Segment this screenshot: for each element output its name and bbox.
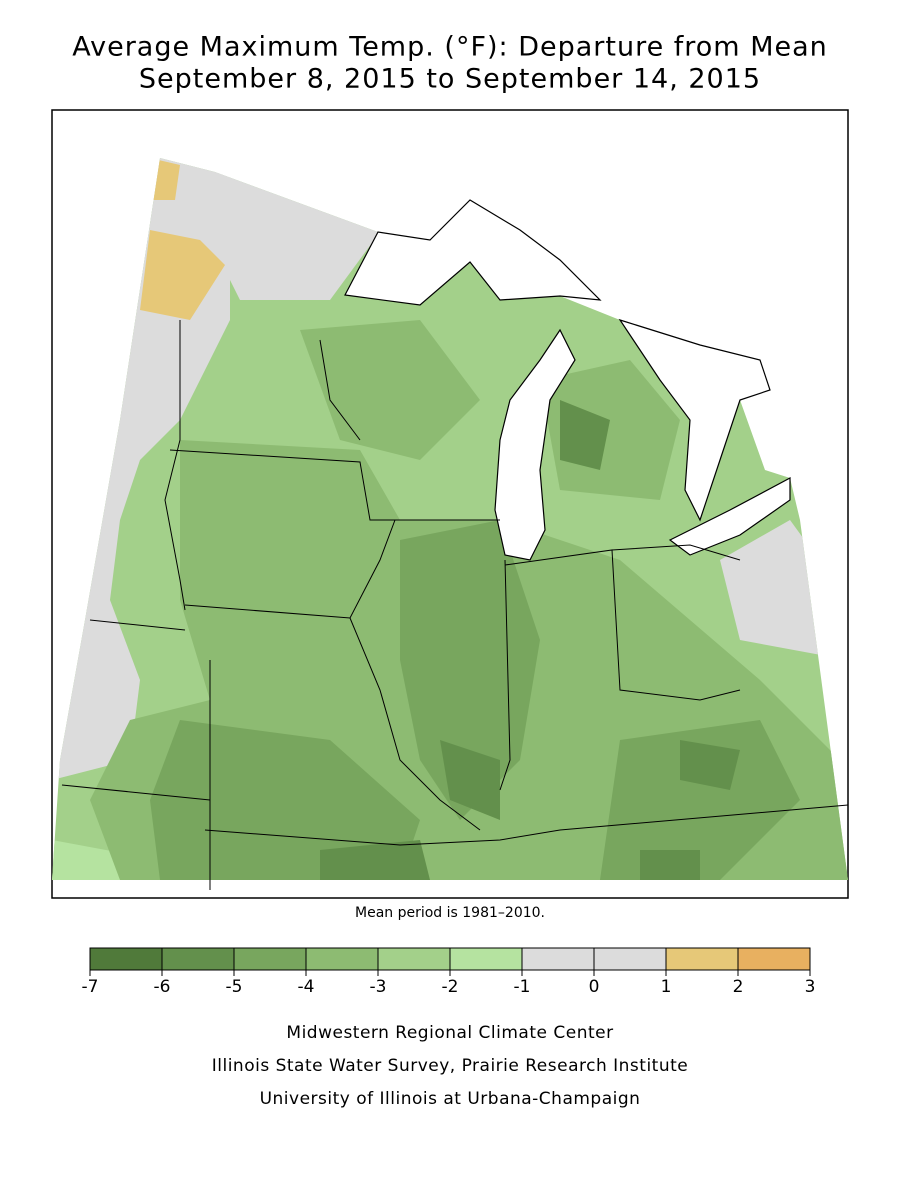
border	[499, 559, 511, 791]
field-zone	[560, 400, 610, 470]
legend-tick-label: -7	[82, 977, 99, 997]
legend-tick-label: -3	[370, 977, 387, 997]
credit-line: Midwestern Regional Climate Center	[286, 1023, 613, 1043]
legend-tick-label: -2	[442, 977, 459, 997]
legend-tick-label: 3	[805, 977, 816, 997]
credit-line: Illinois State Water Survey, Prairie Res…	[212, 1056, 688, 1076]
border	[204, 804, 849, 846]
color-legend: -7 -6 -5 -4 -3 -2 -1 0 1 2 3	[82, 947, 816, 997]
state-borders	[61, 320, 849, 890]
legend-bin	[593, 947, 667, 971]
legend-bin	[161, 947, 235, 971]
lake-huron	[618, 318, 771, 522]
legend-tick-label: -4	[298, 977, 315, 997]
legend-bin	[737, 947, 811, 971]
field-zone	[320, 840, 430, 880]
lake-superior	[344, 199, 602, 306]
mean-period-note: Mean period is 1981–2010.	[355, 905, 545, 921]
lake-michigan	[494, 328, 576, 561]
field-zone	[215, 170, 380, 300]
field-zone	[440, 740, 500, 820]
legend-bin	[665, 947, 739, 971]
border	[184, 519, 396, 619]
field-zone	[640, 850, 700, 880]
field-zone	[680, 740, 740, 790]
title-line: Average Maximum Temp. (°F): Departure fr…	[72, 32, 828, 63]
credit-line: University of Illinois at Urbana-Champai…	[260, 1089, 641, 1109]
border	[89, 619, 186, 631]
border	[504, 549, 741, 701]
border	[164, 320, 186, 611]
legend-tick-label: -5	[226, 977, 243, 997]
title-line: September 8, 2015 to September 14, 2015	[139, 64, 761, 95]
lakes	[344, 199, 791, 561]
legend-tick-label: 1	[661, 977, 672, 997]
field-zone	[540, 360, 680, 500]
legend-tick-label: -6	[154, 977, 171, 997]
legend-tick-label: 0	[589, 977, 600, 997]
border	[319, 339, 361, 441]
field-zone	[400, 520, 540, 820]
lake-erie	[668, 477, 791, 556]
legend-bin	[233, 947, 307, 971]
border	[169, 449, 500, 521]
legend-bin	[449, 947, 523, 971]
legend-bin	[377, 947, 451, 971]
legend-bin	[521, 947, 595, 971]
field-zone	[300, 320, 480, 460]
field-zone	[140, 230, 225, 320]
legend-bin	[305, 947, 379, 971]
border	[61, 784, 211, 801]
border	[349, 617, 481, 831]
legend-tick-label: -1	[514, 977, 531, 997]
border	[611, 544, 741, 561]
legend-bin	[89, 947, 163, 971]
field-zone	[600, 720, 800, 880]
legend-tick-label: 2	[733, 977, 744, 997]
field-zone	[150, 720, 420, 880]
